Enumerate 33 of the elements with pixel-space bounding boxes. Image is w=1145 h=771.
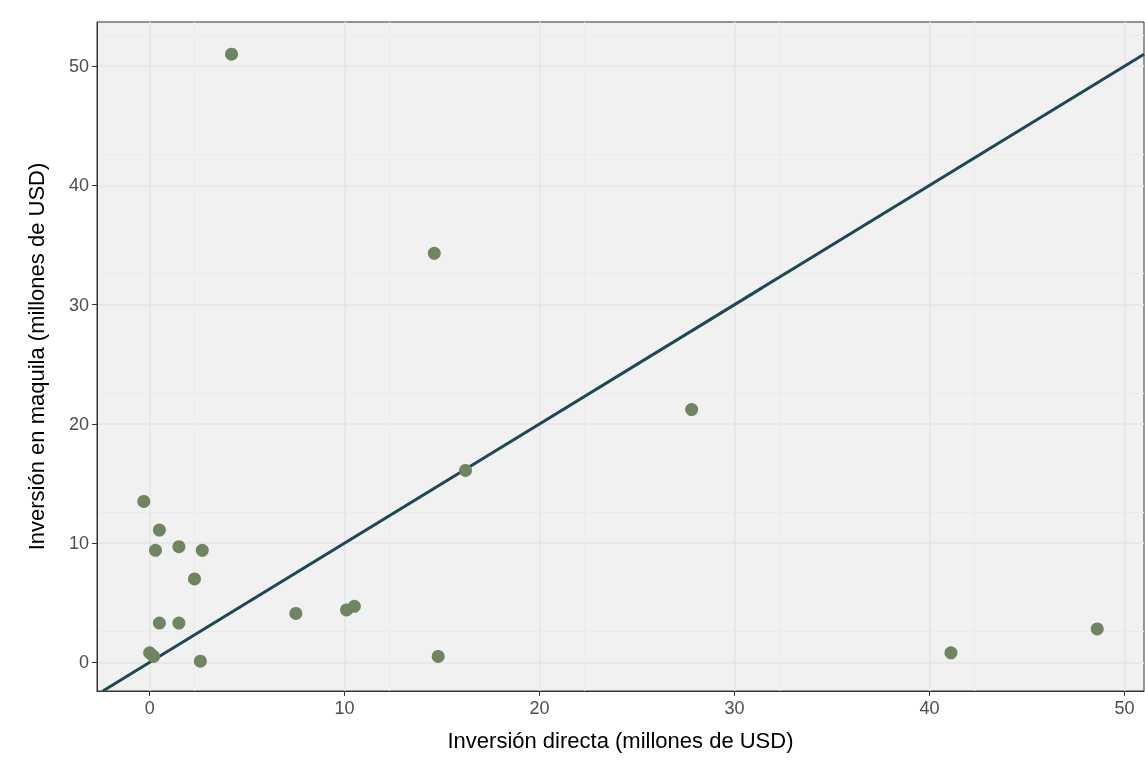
y-axis-title: Inversión en maquila (millones de USD) xyxy=(23,162,49,551)
point xyxy=(188,572,201,586)
x-axis-title: Inversión directa (millones de USD) xyxy=(447,727,794,753)
point xyxy=(431,649,445,663)
x-tick-label: 30 xyxy=(724,698,745,718)
point xyxy=(427,246,441,260)
point xyxy=(195,543,209,557)
x-tick-label: 0 xyxy=(144,698,155,718)
y-tick-label: 20 xyxy=(68,413,89,434)
point xyxy=(944,646,958,660)
point xyxy=(172,616,186,630)
x-tick-label: 40 xyxy=(919,698,940,718)
point xyxy=(172,540,186,554)
point xyxy=(152,616,166,630)
point xyxy=(289,606,303,620)
y-tick-label: 30 xyxy=(68,294,89,315)
point xyxy=(193,654,207,668)
point xyxy=(149,543,162,557)
point xyxy=(225,47,239,61)
x-tick-label: 50 xyxy=(1114,698,1135,718)
y-tick-label: 10 xyxy=(68,533,89,554)
point xyxy=(137,494,151,508)
point xyxy=(1090,622,1104,636)
x-tick-label: 10 xyxy=(334,698,355,718)
x-tick-label: 20 xyxy=(529,698,550,718)
y-tick-label: 0 xyxy=(78,652,89,673)
point xyxy=(347,599,361,613)
point xyxy=(685,403,699,417)
y-tick-label: 50 xyxy=(68,56,89,77)
y-tick-label: 40 xyxy=(68,175,89,196)
point xyxy=(152,523,166,537)
point xyxy=(459,463,472,477)
point xyxy=(147,649,161,663)
